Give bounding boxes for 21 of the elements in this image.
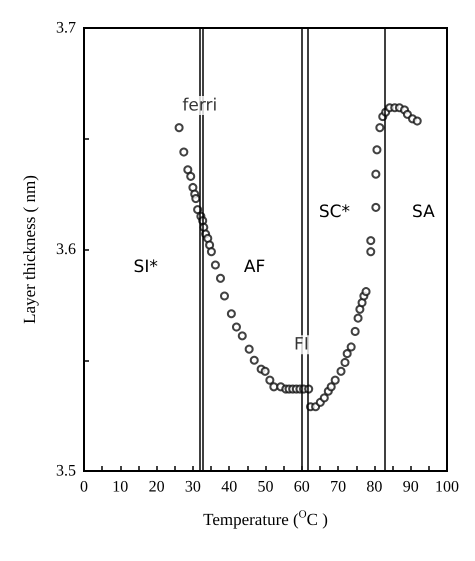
annotation: SA <box>412 202 436 222</box>
y-tick-label: 3.7 <box>56 20 76 36</box>
annotation: AF <box>244 257 266 278</box>
x-tick-label: 30 <box>184 478 201 496</box>
y-axis-title: Layer thickness ( nm) <box>20 175 39 324</box>
annotation: FI <box>294 334 309 355</box>
x-tick-label: 50 <box>258 478 274 496</box>
x-tick-label: 20 <box>148 478 165 496</box>
x-tick-label: 40 <box>221 478 238 496</box>
x-tick-label: 0 <box>80 478 88 496</box>
annotation: SC* <box>318 202 350 222</box>
x-tick-label: 10 <box>112 478 128 496</box>
y-tick-label: 3.5 <box>56 462 76 480</box>
x-tick-label: 80 <box>366 478 382 496</box>
x-tick-label: 60 <box>294 478 310 496</box>
x-tick-label: 90 <box>402 478 419 496</box>
x-tick-label: 70 <box>330 478 346 496</box>
annotation: ferri <box>182 96 218 116</box>
x-tick-label: 100 <box>435 478 459 496</box>
y-tick-label: 3.6 <box>56 241 76 258</box>
annotation: SI* <box>134 257 158 278</box>
